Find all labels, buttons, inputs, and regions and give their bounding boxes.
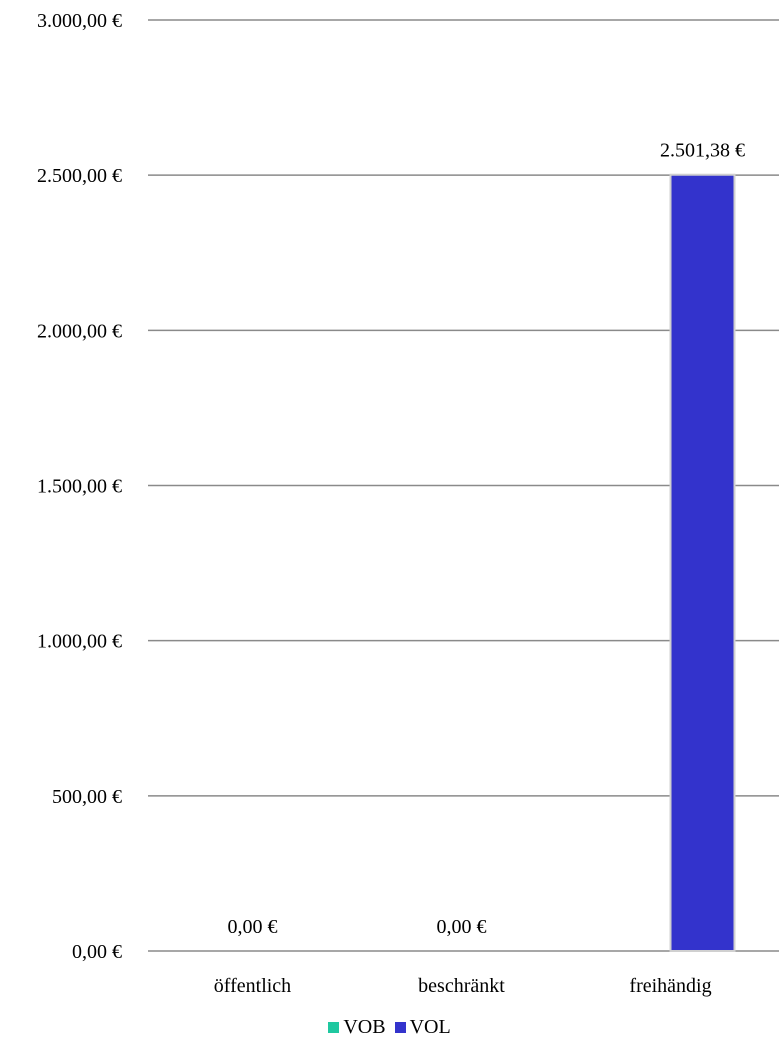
legend-item-vol: VOL bbox=[394, 1016, 451, 1039]
y-tick-label: 3.000,00 € bbox=[37, 10, 122, 32]
data-label: 2.501,38 € bbox=[660, 140, 745, 162]
legend-label-vob: VOB bbox=[343, 1016, 386, 1038]
gridlines bbox=[148, 19, 779, 952]
legend: VOB VOL bbox=[0, 1016, 779, 1039]
x-category-label: öffentlich bbox=[214, 975, 291, 997]
data-label: 0,00 € bbox=[228, 916, 278, 938]
legend-label-vol: VOL bbox=[409, 1016, 451, 1038]
y-tick-label: 2.000,00 € bbox=[37, 320, 122, 342]
data-label: 0,00 € bbox=[437, 916, 487, 938]
y-tick-label: 0,00 € bbox=[72, 941, 122, 963]
x-category-label: freihändig bbox=[629, 975, 711, 997]
y-tick-label: 1.500,00 € bbox=[37, 476, 122, 498]
x-category-label: beschränkt bbox=[418, 975, 505, 997]
bar-vol bbox=[669, 173, 736, 952]
y-tick-label: 1.000,00 € bbox=[37, 631, 122, 653]
data-labels: 0,00 € 0,00 € 2.501,38 € bbox=[228, 140, 746, 938]
y-tick-label: 2.500,00 € bbox=[37, 165, 122, 187]
legend-swatch-vob bbox=[328, 1022, 340, 1033]
legend-swatch-vol bbox=[394, 1022, 406, 1033]
legend-item-vob: VOB bbox=[328, 1016, 386, 1039]
y-tick-label: 500,00 € bbox=[52, 786, 122, 808]
bars bbox=[669, 173, 736, 952]
y-axis-tick-labels: 0,00 € 500,00 € 1.000,00 € 1.500,00 € 2.000,… bbox=[37, 10, 122, 963]
x-axis-category-labels: öffentlich beschränkt freihändig bbox=[214, 975, 712, 997]
